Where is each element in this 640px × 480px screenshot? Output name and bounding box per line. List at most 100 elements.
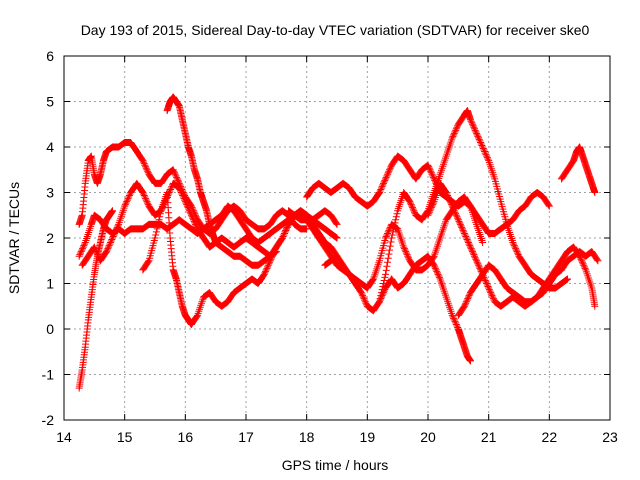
data-point-track-2 xyxy=(142,164,150,172)
data-point-track-10 xyxy=(510,242,518,250)
data-point-track-11 xyxy=(485,284,493,292)
data-point-track-11 xyxy=(474,260,482,268)
data-point-track-10 xyxy=(377,289,385,297)
data-point-track-9 xyxy=(359,292,367,300)
data-point-track-10 xyxy=(408,204,416,212)
data-point-track-9 xyxy=(453,322,461,330)
data-point-track-8 xyxy=(384,229,392,237)
data-point-track-5 xyxy=(279,232,287,240)
data-point-track-11 xyxy=(475,263,483,271)
data-point-track-4 xyxy=(107,237,115,245)
x-tick-label: 19 xyxy=(360,429,376,445)
data-point-track-2 xyxy=(140,160,148,168)
data-point-track-5 xyxy=(265,260,273,268)
data-point-track-10 xyxy=(509,239,517,247)
data-point-track-5 xyxy=(264,263,272,271)
data-point-track-9 xyxy=(451,317,459,325)
data-point-track-11 xyxy=(457,222,465,230)
data-point-track-10 xyxy=(466,116,474,124)
data-point-track-10 xyxy=(513,248,521,256)
data-point-track-4 xyxy=(109,234,117,242)
data-point-track-4 xyxy=(121,201,129,209)
data-point-track-4 xyxy=(125,193,133,201)
data-point-track-10 xyxy=(512,246,520,254)
data-point-track-7 xyxy=(427,169,435,177)
data-point-track-4 xyxy=(181,196,189,204)
data-point-track-4 xyxy=(113,223,121,231)
data-point-track-10 xyxy=(514,249,522,257)
data-point-track-3 xyxy=(333,220,341,228)
data-point-track-10 xyxy=(477,140,485,148)
data-point-track-10 xyxy=(477,138,485,146)
data-point-track-11 xyxy=(462,232,470,240)
data-point-track-7 xyxy=(378,182,386,190)
data-point-track-10 xyxy=(451,128,459,136)
data-point-track-3 xyxy=(77,249,85,257)
grid-lines xyxy=(64,56,610,420)
data-point-track-4 xyxy=(111,228,119,236)
data-point-track-11 xyxy=(458,223,466,231)
data-point-track-12 xyxy=(465,292,473,300)
data-point-track-10 xyxy=(375,298,383,306)
data-point-track-2 xyxy=(173,175,181,183)
data-point-track-9 xyxy=(430,261,438,269)
data-point-track-11 xyxy=(461,231,469,239)
data-point-track-11 xyxy=(428,202,436,210)
data-point-track-10 xyxy=(406,198,414,206)
data-point-track-5 xyxy=(153,225,161,233)
data-point-track-10 xyxy=(384,258,392,266)
data-point-track-7 xyxy=(545,202,553,210)
y-tick-label: 5 xyxy=(46,94,54,110)
data-point-track-12 xyxy=(591,302,599,310)
data-point-track-11 xyxy=(487,290,495,298)
data-point-track-10 xyxy=(392,213,400,221)
y-axis-label: SDTVAR / TECUs xyxy=(6,182,22,294)
data-point-track-11 xyxy=(460,229,468,237)
data-point-track-11 xyxy=(444,193,452,201)
data-point-track-7 xyxy=(429,172,437,180)
data-point-track-10 xyxy=(473,129,481,137)
data-point-track-5 xyxy=(152,231,160,239)
data-point-track-11 xyxy=(447,199,455,207)
data-point-track-12 xyxy=(576,254,584,262)
data-point-track-10 xyxy=(512,245,520,253)
data-point-track-4 xyxy=(144,199,152,207)
data-point-track-7 xyxy=(428,170,436,178)
data-point-track-10 xyxy=(470,123,478,131)
data-point-track-3 xyxy=(75,252,83,260)
data-point-track-10 xyxy=(386,246,394,254)
data-point-track-4 xyxy=(141,193,149,201)
data-point-track-11 xyxy=(473,258,481,266)
data-point-track-11 xyxy=(448,201,456,209)
data-point-track-4 xyxy=(333,234,341,242)
data-point-track-10 xyxy=(450,129,458,137)
data-point-track-5 xyxy=(156,213,164,221)
data-point-track-10 xyxy=(390,222,398,230)
data-point-track-8 xyxy=(479,239,487,247)
y-tick-label: 6 xyxy=(46,48,54,64)
data-point-track-4 xyxy=(190,217,198,225)
data-point-track-12 xyxy=(462,298,470,306)
data-point-track-4 xyxy=(108,236,116,244)
data-point-track-4 xyxy=(111,229,119,237)
data-point-track-9 xyxy=(450,316,458,324)
data-point-track-12 xyxy=(461,301,469,309)
data-point-track-9 xyxy=(466,357,474,365)
data-point-track-11 xyxy=(594,257,602,265)
y-tick-label: 4 xyxy=(46,139,54,155)
data-point-track-12 xyxy=(464,293,472,301)
data-point-track-4 xyxy=(124,195,132,203)
data-point-track-10 xyxy=(480,146,488,154)
data-point-track-10 xyxy=(390,225,398,233)
data-point-track-10 xyxy=(389,228,397,236)
data-point-track-11 xyxy=(451,208,459,216)
data-point-track-10 xyxy=(385,250,393,258)
data-point-track-4 xyxy=(179,192,187,200)
data-point-track-9 xyxy=(432,266,440,274)
data-point-track-12 xyxy=(463,296,471,304)
data-point-track-8 xyxy=(382,234,390,242)
data-point-track-11 xyxy=(481,276,489,284)
data-point-track-10 xyxy=(471,125,479,133)
data-point-track-9 xyxy=(452,320,460,328)
data-point-track-4 xyxy=(140,190,148,198)
